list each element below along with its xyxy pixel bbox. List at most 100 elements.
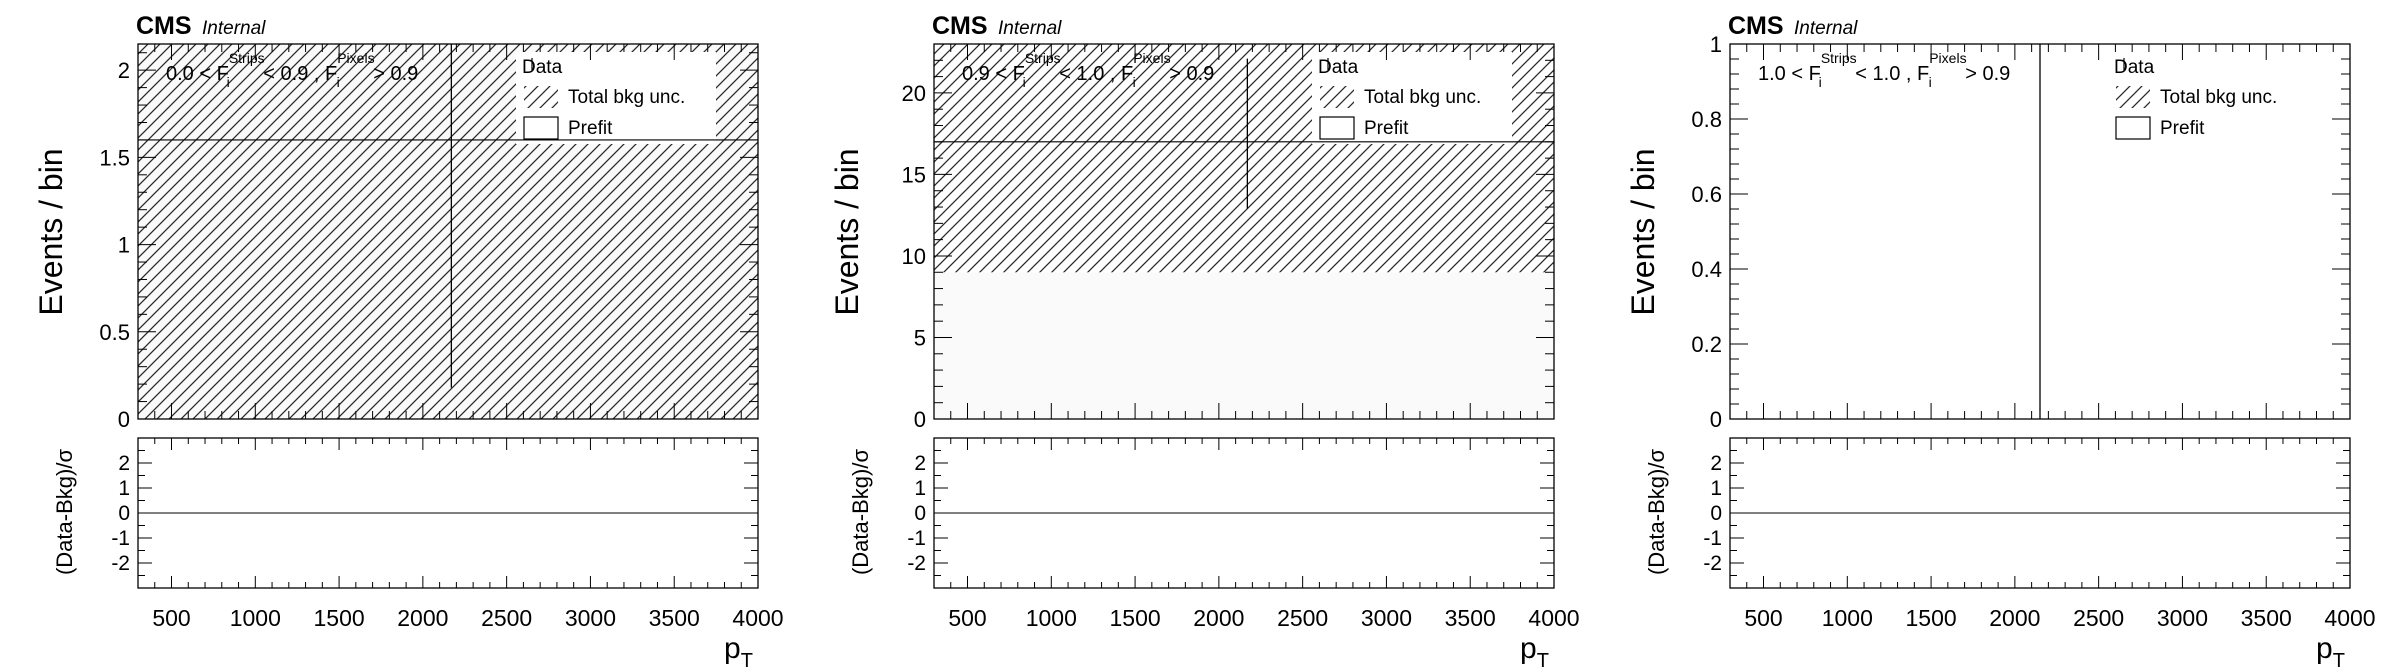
ratio-y-tick-label: -1 (907, 527, 926, 550)
y-axis-label: Events / bin (1625, 148, 1661, 315)
x-tick-label: 3000 (565, 605, 616, 631)
legend-data-label: Data (2114, 57, 2155, 78)
x-tick-label: 3500 (649, 605, 700, 631)
plot-panel-2: Data Total bkg unc. Prefit 0.9 < FStrips i <… (796, 0, 1592, 672)
y-tick-label: 0 (118, 407, 130, 432)
y-tick-label: 0.2 (1691, 332, 1722, 357)
region-label-lo: 1.0 < F (1758, 63, 1821, 85)
ratio-y-axis-label: (Data-Bkg)/σ (52, 449, 77, 575)
x-tick-label: 2000 (397, 605, 448, 631)
y-tick-label: 10 (902, 244, 926, 269)
legend-bkg-unc-label: Total bkg unc. (568, 87, 685, 108)
region-label-sub: i (227, 74, 230, 90)
x-axis-label-sub: T (741, 650, 753, 672)
y-axis-label: Events / bin (33, 148, 69, 315)
y-tick-label: 0.8 (1691, 107, 1722, 132)
x-tick-label: 3000 (1361, 605, 1412, 631)
region-label-sub: i (1819, 74, 1822, 90)
y-tick-label: 15 (902, 162, 926, 187)
region-label-mid: < 0.9 , F (258, 63, 337, 85)
ratio-y-tick-label: 2 (1710, 452, 1722, 475)
y-axis-label: Events / bin (829, 148, 865, 315)
legend-bkg-unc-swatch (1320, 86, 1354, 108)
region-label-sub: i (1929, 74, 1932, 90)
x-axis-label-sub: T (1537, 650, 1549, 672)
ratio-y-tick-label: 1 (1710, 477, 1722, 500)
x-axis-label: pT (724, 632, 753, 672)
x-tick-label: 1500 (313, 605, 364, 631)
internal-label: Internal (1794, 18, 1858, 39)
ratio-y-tick-label: 1 (118, 477, 130, 500)
x-tick-label: 500 (152, 605, 190, 631)
legend-prefit-label: Prefit (1364, 118, 1409, 139)
x-axis-label-main: p (724, 632, 741, 665)
region-label-sub: i (1023, 74, 1026, 90)
x-tick-label: 500 (1744, 605, 1782, 631)
y-tick-label: 0 (914, 407, 926, 432)
legend-prefit-swatch (523, 116, 559, 140)
ratio-y-tick-label: 0 (914, 502, 926, 525)
region-label-sub: i (1133, 74, 1136, 90)
prefit-band (934, 272, 1554, 419)
internal-label: Internal (998, 18, 1062, 39)
x-tick-label: 4000 (1528, 605, 1579, 631)
x-axis-label-sub: T (2333, 650, 2345, 672)
x-tick-label: 2000 (1989, 605, 2040, 631)
region-label-pix: > 0.9 (368, 63, 419, 85)
ratio-y-tick-label: 0 (1710, 502, 1722, 525)
ratio-y-tick-label: 2 (118, 452, 130, 475)
region-label-pix: > 0.9 (1164, 63, 1215, 85)
x-tick-label: 1000 (1026, 605, 1077, 631)
y-tick-label: 0.6 (1691, 182, 1722, 207)
region-label-mid: < 1.0 , F (1850, 63, 1929, 85)
main-frame (137, 43, 759, 420)
ratio-y-tick-label: 2 (914, 452, 926, 475)
x-tick-label: 4000 (732, 605, 783, 631)
region-label-sup: Pixels (1929, 50, 1966, 66)
legend-prefit-swatch (2115, 116, 2151, 140)
ratio-y-tick-label: -2 (907, 552, 926, 575)
region-label-sub: i (337, 74, 340, 90)
y-tick-label: 2 (118, 58, 130, 83)
x-tick-label: 1500 (1109, 605, 1160, 631)
region-label-lo: 0.0 < F (166, 63, 229, 85)
x-tick-label: 3500 (1445, 605, 1496, 631)
legend-data-label: Data (522, 57, 563, 78)
plot-panel-1: Data Total bkg unc. Prefit 0.0 < FStrips i <… (0, 0, 796, 672)
y-tick-label: 1 (118, 233, 130, 258)
y-tick-label: 1 (1710, 32, 1722, 57)
region-label: 0.9 < FStrips i < 1.0 , FPixels i > 0.9 (962, 50, 1214, 90)
ratio-y-tick-label: -2 (1703, 552, 1722, 575)
y-tick-label: 0.4 (1691, 257, 1722, 282)
y-tick-label: 0.5 (99, 320, 130, 345)
x-tick-label: 4000 (2324, 605, 2375, 631)
x-tick-label: 2500 (481, 605, 532, 631)
ratio-y-tick-label: 1 (914, 477, 926, 500)
x-axis-label-main: p (2316, 632, 2333, 665)
region-label: 0.0 < FStrips i < 0.9 , FPixels i > 0.9 (166, 50, 418, 90)
cms-label: CMS (932, 12, 988, 40)
x-axis-label-main: p (1520, 632, 1537, 665)
cms-label: CMS (136, 12, 192, 40)
x-tick-label: 1500 (1905, 605, 1956, 631)
x-tick-label: 3000 (2157, 605, 2208, 631)
ratio-y-axis-label: (Data-Bkg)/σ (848, 449, 873, 575)
region-label-sup: Pixels (337, 50, 374, 66)
x-tick-label: 1000 (1822, 605, 1873, 631)
x-tick-label: 2500 (1277, 605, 1328, 631)
x-tick-label: 3500 (2241, 605, 2292, 631)
y-tick-label: 5 (914, 325, 926, 350)
y-tick-label: 20 (902, 81, 926, 106)
x-tick-label: 2500 (2073, 605, 2124, 631)
x-axis-label: pT (1520, 632, 1549, 672)
legend-bkg-unc-swatch (2116, 86, 2150, 108)
x-tick-label: 1000 (230, 605, 281, 631)
legend-bkg-unc-swatch (524, 86, 558, 108)
region-label-lo: 0.9 < F (962, 63, 1025, 85)
region-label-sup: Pixels (1133, 50, 1170, 66)
main-frame (933, 43, 1555, 420)
cms-label: CMS (1728, 12, 1784, 40)
